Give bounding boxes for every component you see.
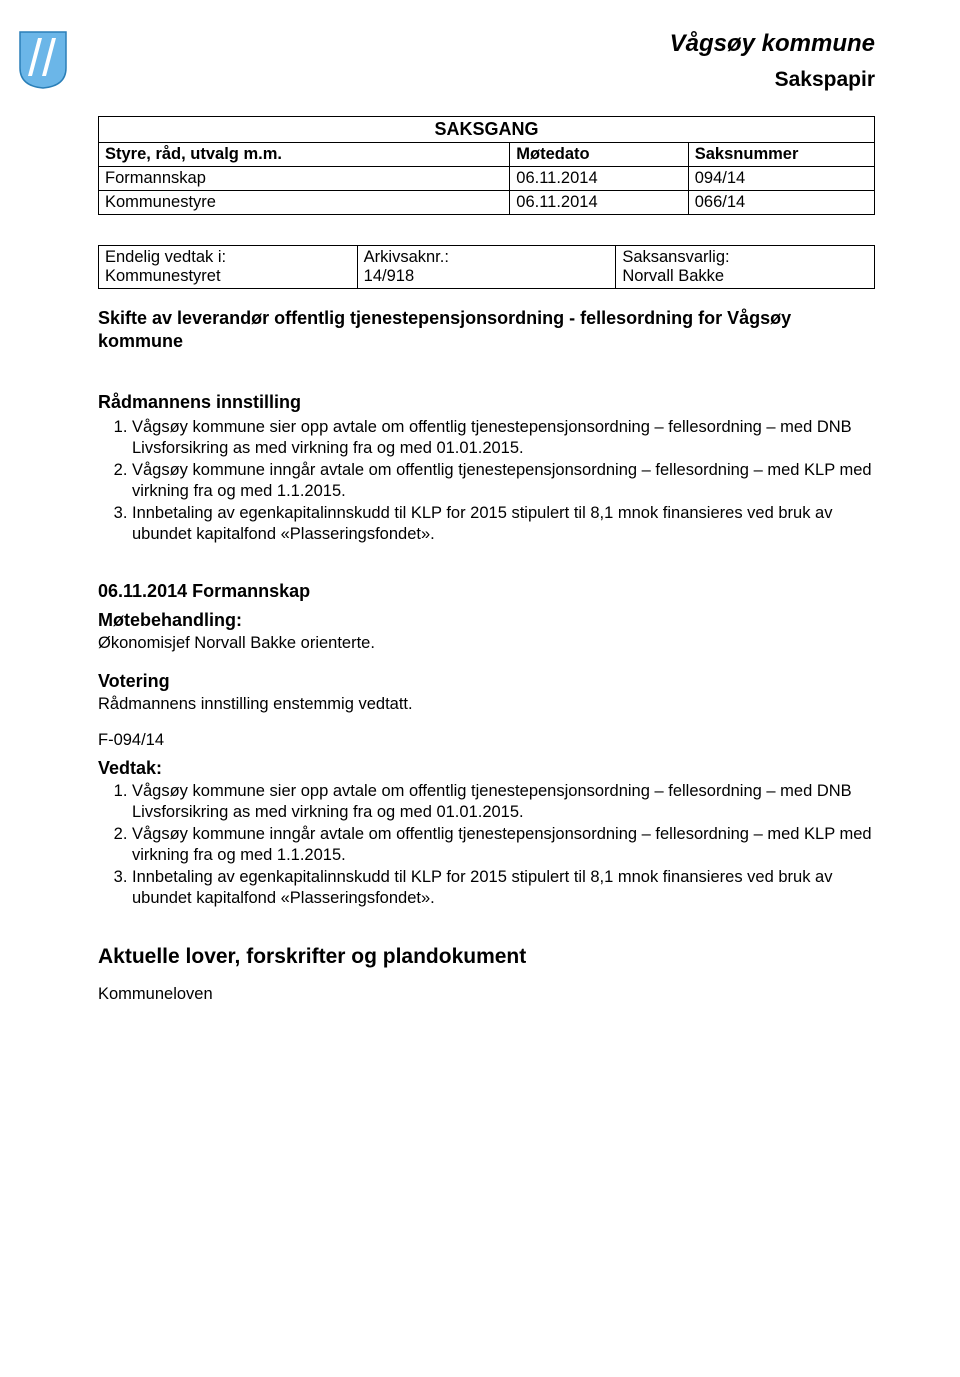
vedtak-list: Vågsøy kommune sier opp avtale om offent…	[98, 781, 875, 910]
case-title: Skifte av leverandør offentlig tjenestep…	[98, 307, 875, 354]
document-header: Vågsøy kommune Sakspapir	[98, 30, 875, 92]
cell: 066/14	[688, 191, 874, 215]
list-item: Vågsøy kommune inngår avtale om offentli…	[132, 824, 875, 866]
cell: 094/14	[688, 167, 874, 191]
table-header-row: Styre, råd, utvalg m.m. Møtedato Saksnum…	[99, 143, 875, 167]
document-page: Vågsøy kommune Sakspapir SAKSGANG Styre,…	[0, 0, 960, 1034]
col-header: Møtedato	[510, 143, 688, 167]
motebehandling-heading: Møtebehandling:	[98, 610, 875, 631]
municipality-name: Vågsøy kommune	[98, 30, 875, 58]
table-row: Kommunestyre 06.11.2014 066/14	[99, 191, 875, 215]
votering-heading: Votering	[98, 671, 875, 692]
cell: Formannskap	[99, 167, 510, 191]
meta-cell: Endelig vedtak i: Kommunestyret	[99, 246, 358, 289]
cell: 06.11.2014	[510, 167, 688, 191]
list-item: Innbetaling av egenkapitalinnskudd til K…	[132, 867, 875, 909]
meta-cell: Saksansvarlig: Norvall Bakke	[616, 246, 875, 289]
cell: 06.11.2014	[510, 191, 688, 215]
meta-cell: Arkivsaknr.: 14/918	[357, 246, 616, 289]
lover-heading: Aktuelle lover, forskrifter og plandokum…	[98, 945, 875, 969]
innstilling-list: Vågsøy kommune sier opp avtale om offent…	[98, 417, 875, 546]
vedtak-heading: Vedtak:	[98, 758, 875, 779]
meta-label: Saksansvarlig:	[622, 248, 729, 266]
meeting-date-heading: 06.11.2014 Formannskap	[98, 581, 875, 602]
table-row: Formannskap 06.11.2014 094/14	[99, 167, 875, 191]
motebehandling-text: Økonomisjef Norvall Bakke orienterte.	[98, 633, 875, 654]
list-item: Innbetaling av egenkapitalinnskudd til K…	[132, 503, 875, 545]
col-header: Saksnummer	[688, 143, 874, 167]
list-item: Vågsøy kommune sier opp avtale om offent…	[132, 781, 875, 823]
case-meta-table: Endelig vedtak i: Kommunestyret Arkivsak…	[98, 245, 875, 289]
case-reference: F-094/14	[98, 731, 875, 750]
lover-item: Kommuneloven	[98, 985, 875, 1004]
innstilling-heading: Rådmannens innstilling	[98, 392, 875, 413]
list-item: Vågsøy kommune inngår avtale om offentli…	[132, 460, 875, 502]
meta-value: 14/918	[364, 267, 414, 285]
meta-value: Norvall Bakke	[622, 267, 724, 285]
saksgang-table: SAKSGANG Styre, råd, utvalg m.m. Møtedat…	[98, 116, 875, 215]
votering-text: Rådmannens innstilling enstemmig vedtatt…	[98, 694, 875, 715]
meta-label: Arkivsaknr.:	[364, 248, 449, 266]
col-header: Styre, råd, utvalg m.m.	[99, 143, 510, 167]
meta-value: Kommunestyret	[105, 267, 221, 285]
meta-label: Endelig vedtak i:	[105, 248, 226, 266]
municipality-logo	[18, 30, 68, 90]
list-item: Vågsøy kommune sier opp avtale om offent…	[132, 417, 875, 459]
document-type: Sakspapir	[98, 68, 875, 92]
cell: Kommunestyre	[99, 191, 510, 215]
saksgang-caption: SAKSGANG	[99, 117, 875, 143]
